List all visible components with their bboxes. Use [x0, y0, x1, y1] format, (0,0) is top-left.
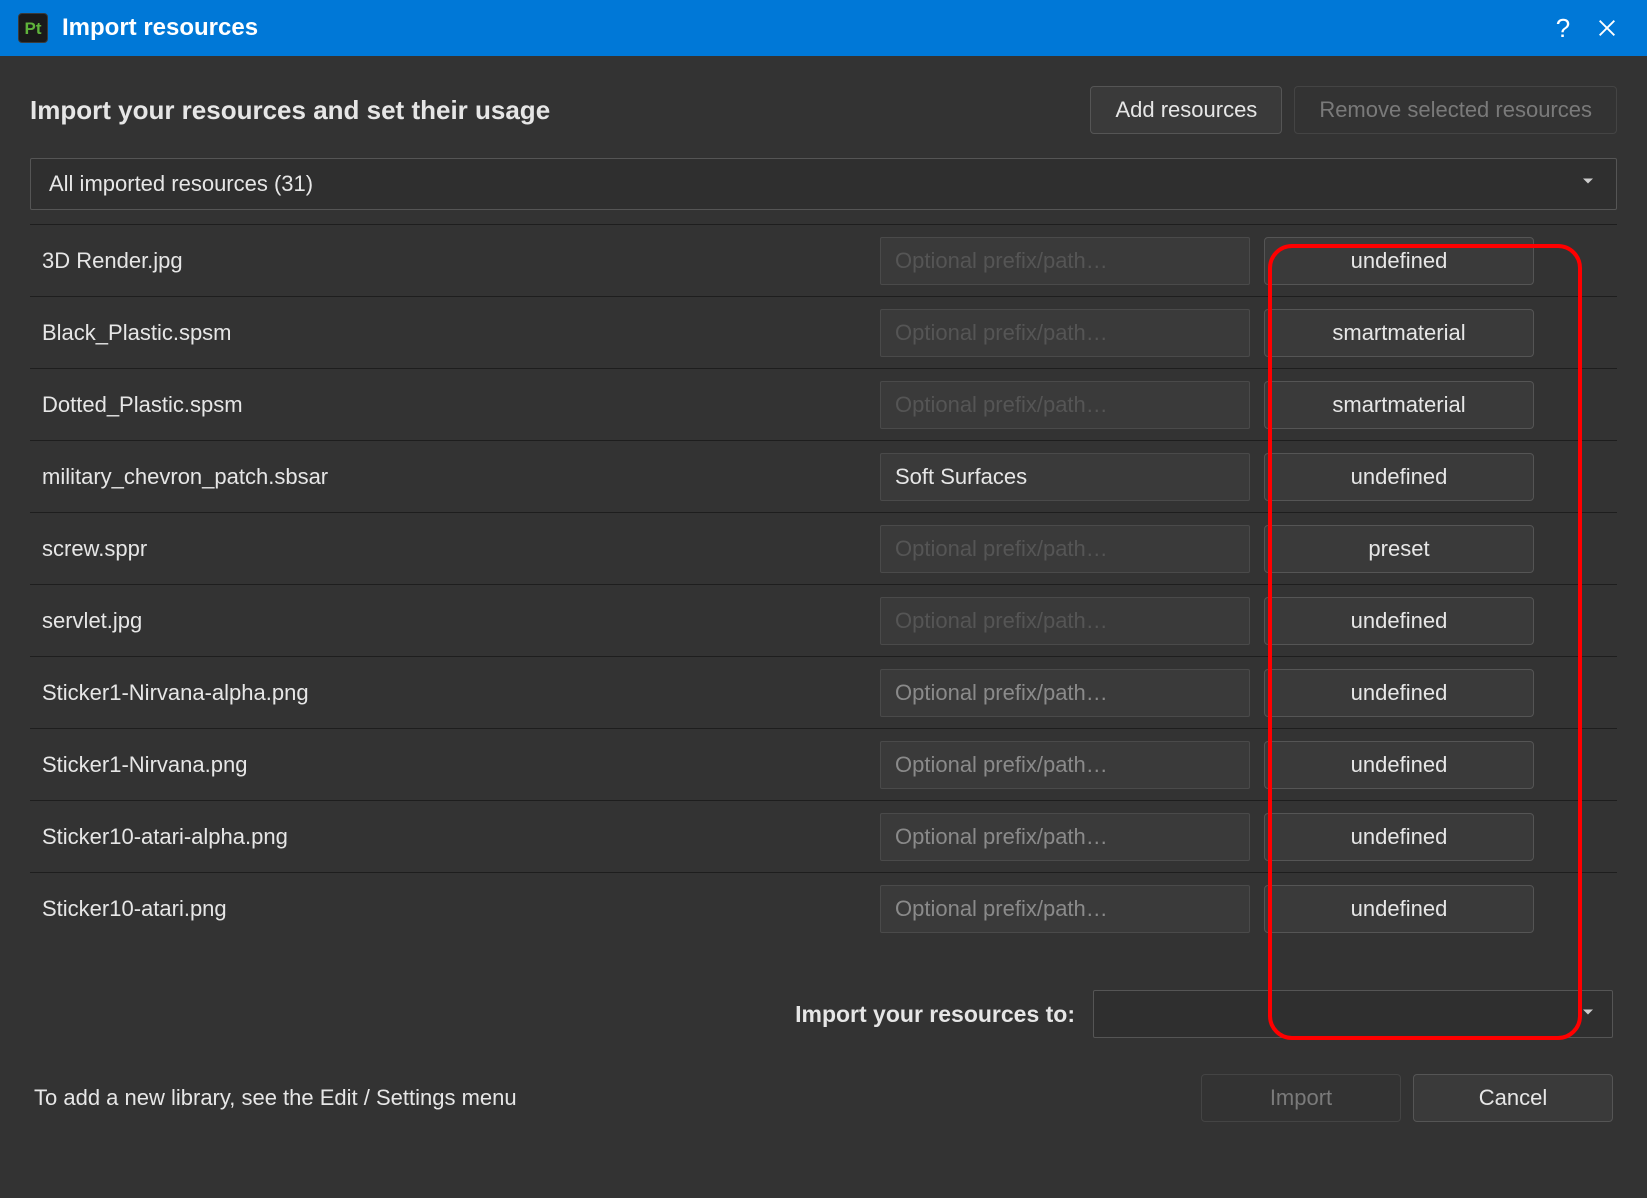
prefix-input[interactable]: Optional prefix/path…: [880, 597, 1250, 645]
resource-type-button[interactable]: undefined: [1264, 453, 1534, 501]
prefix-input[interactable]: Optional prefix/path…: [880, 237, 1250, 285]
prefix-input[interactable]: Optional prefix/path…: [880, 381, 1250, 429]
prefix-input[interactable]: Soft Surfaces: [880, 453, 1250, 501]
import-to-label: Import your resources to:: [795, 1001, 1075, 1028]
resource-type-button[interactable]: smartmaterial: [1264, 309, 1534, 357]
resource-row: Sticker10-atari-alpha.png Optional prefix…: [30, 801, 1617, 873]
resource-row: 3D Render.jpg Optional prefix/path… undefi…: [30, 225, 1617, 297]
window-title: Import resources: [62, 14, 258, 42]
resource-filename: Sticker10-atari-alpha.png: [36, 824, 866, 850]
resource-type-button[interactable]: smartmaterial: [1264, 381, 1534, 429]
resource-type-button[interactable]: undefined: [1264, 813, 1534, 861]
resource-filename: Sticker1-Nirvana-alpha.png: [36, 680, 866, 706]
resource-filename: Black_Plastic.spsm: [36, 320, 866, 346]
resource-row: Black_Plastic.spsm Optional prefix/path… s…: [30, 297, 1617, 369]
import-button: Import: [1201, 1074, 1401, 1122]
resource-row: Sticker10-atari.png Optional prefix/path……: [30, 873, 1617, 944]
resource-list: 3D Render.jpg Optional prefix/path… undefi…: [30, 224, 1617, 944]
resource-filename: servlet.jpg: [36, 608, 866, 634]
cancel-button[interactable]: Cancel: [1413, 1074, 1613, 1122]
resource-filename: screw.sppr: [36, 536, 866, 562]
resource-type-button[interactable]: undefined: [1264, 741, 1534, 789]
resource-row: Sticker1-Nirvana-alpha.png Optional prefi…: [30, 657, 1617, 729]
filter-dropdown[interactable]: All imported resources (31): [30, 158, 1617, 210]
resource-type-button[interactable]: preset: [1264, 525, 1534, 573]
header-row: Import your resources and set their usag…: [30, 86, 1617, 134]
library-hint: To add a new library, see the Edit / Set…: [34, 1085, 517, 1111]
import-destination-dropdown[interactable]: [1093, 990, 1613, 1038]
resource-row: military_chevron_patch.sbsar Soft Surface…: [30, 441, 1617, 513]
add-resources-button[interactable]: Add resources: [1090, 86, 1282, 134]
prefix-input[interactable]: Optional prefix/path…: [880, 885, 1250, 933]
prefix-input[interactable]: Optional prefix/path…: [880, 669, 1250, 717]
help-icon[interactable]: ?: [1541, 6, 1585, 50]
resource-filename: 3D Render.jpg: [36, 248, 866, 274]
page-heading: Import your resources and set their usag…: [30, 95, 1078, 126]
filter-label: All imported resources (31): [49, 171, 313, 197]
resource-type-button[interactable]: undefined: [1264, 885, 1534, 933]
prefix-input[interactable]: Optional prefix/path…: [880, 309, 1250, 357]
resource-row: Dotted_Plastic.spsm Optional prefix/path……: [30, 369, 1617, 441]
resource-type-button[interactable]: undefined: [1264, 669, 1534, 717]
chevron-down-icon: [1578, 1002, 1598, 1027]
titlebar: Pt Import resources ?: [0, 0, 1647, 56]
resource-row: screw.sppr Optional prefix/path… preset: [30, 513, 1617, 585]
app-icon: Pt: [18, 13, 48, 43]
footer-actions: To add a new library, see the Edit / Set…: [30, 1074, 1617, 1142]
prefix-input[interactable]: Optional prefix/path…: [880, 813, 1250, 861]
prefix-input[interactable]: Optional prefix/path…: [880, 741, 1250, 789]
resource-row: Sticker1-Nirvana.png Optional prefix/path…: [30, 729, 1617, 801]
chevron-down-icon: [1578, 171, 1598, 197]
prefix-input[interactable]: Optional prefix/path…: [880, 525, 1250, 573]
resource-type-button[interactable]: undefined: [1264, 597, 1534, 645]
resource-row: servlet.jpg Optional prefix/path… undefine…: [30, 585, 1617, 657]
resource-filename: military_chevron_patch.sbsar: [36, 464, 866, 490]
import-to-row: Import your resources to:: [30, 990, 1617, 1038]
resource-filename: Sticker1-Nirvana.png: [36, 752, 866, 778]
resource-type-button[interactable]: undefined: [1264, 237, 1534, 285]
resource-filename: Sticker10-atari.png: [36, 896, 866, 922]
resource-filename: Dotted_Plastic.spsm: [36, 392, 866, 418]
close-icon[interactable]: [1585, 6, 1629, 50]
remove-selected-button: Remove selected resources: [1294, 86, 1617, 134]
